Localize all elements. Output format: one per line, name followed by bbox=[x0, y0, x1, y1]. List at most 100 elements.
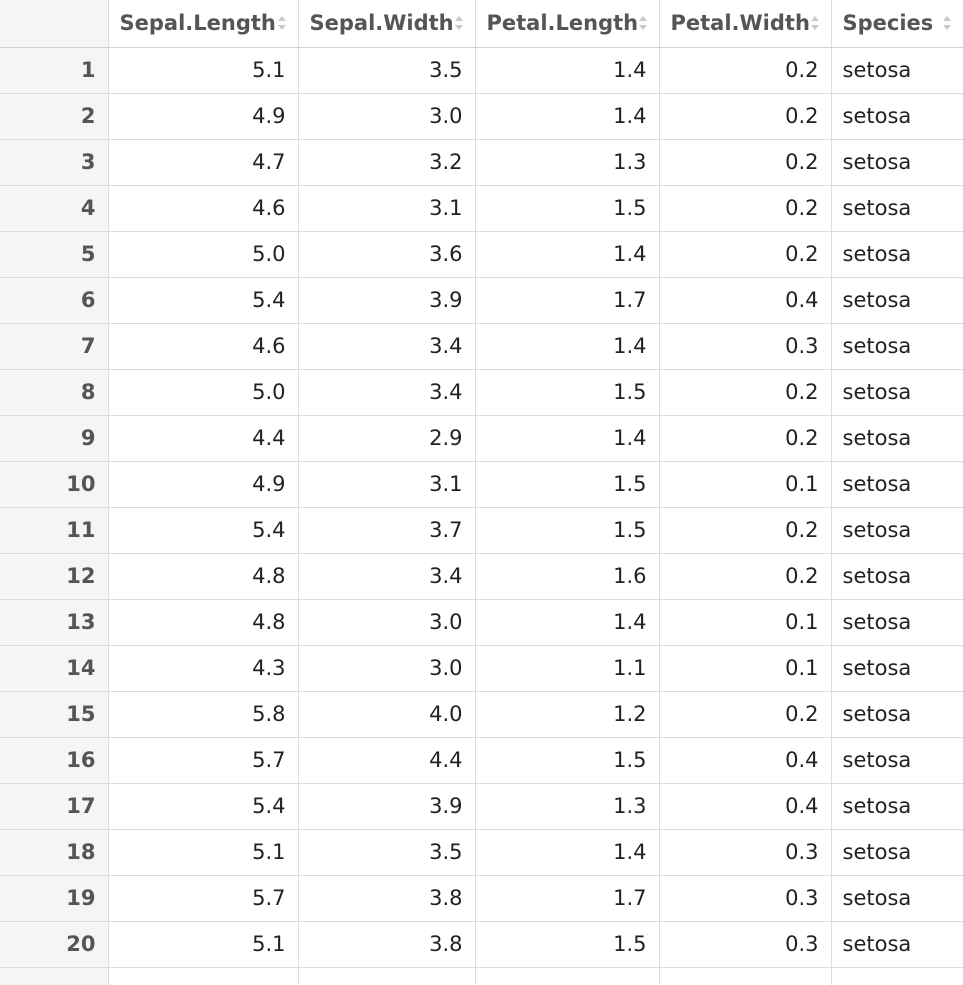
header-row: Sepal.Length Sepal.Width Petal.Length bbox=[0, 0, 963, 48]
cell-sepal-width: 3.9 bbox=[298, 277, 476, 324]
cell-sepal-width: 3.0 bbox=[298, 645, 476, 692]
row-number: 7 bbox=[0, 323, 109, 370]
table-row: 6 5.4 3.9 1.7 0.4 setosa bbox=[0, 277, 963, 324]
table-row-partial bbox=[0, 967, 963, 985]
table-row: 12 4.8 3.4 1.6 0.2 setosa bbox=[0, 553, 963, 600]
cell-sepal-width bbox=[298, 967, 476, 985]
row-number: 8 bbox=[0, 369, 109, 416]
cell-petal-width: 0.2 bbox=[659, 93, 832, 140]
cell-petal-length: 1.1 bbox=[475, 645, 660, 692]
row-number: 4 bbox=[0, 185, 109, 232]
table-row: 13 4.8 3.0 1.4 0.1 setosa bbox=[0, 599, 963, 646]
cell-petal-width: 0.4 bbox=[659, 783, 832, 830]
column-header-label: Petal.Width bbox=[670, 11, 810, 36]
table-row: 9 4.4 2.9 1.4 0.2 setosa bbox=[0, 415, 963, 462]
cell-sepal-length: 5.4 bbox=[108, 277, 299, 324]
cell-sepal-width: 3.6 bbox=[298, 231, 476, 278]
cell-species: setosa bbox=[831, 737, 963, 784]
table-row: 5 5.0 3.6 1.4 0.2 setosa bbox=[0, 231, 963, 278]
cell-species: setosa bbox=[831, 47, 963, 94]
cell-sepal-width: 3.1 bbox=[298, 461, 476, 508]
table-row: 11 5.4 3.7 1.5 0.2 setosa bbox=[0, 507, 963, 554]
column-header-label: Sepal.Length bbox=[119, 11, 276, 36]
cell-sepal-length: 5.1 bbox=[108, 47, 299, 94]
cell-sepal-width: 3.8 bbox=[298, 921, 476, 968]
cell-petal-length: 1.5 bbox=[475, 921, 660, 968]
cell-sepal-width: 3.4 bbox=[298, 323, 476, 370]
cell-petal-length: 1.4 bbox=[475, 599, 660, 646]
row-number: 9 bbox=[0, 415, 109, 462]
cell-species: setosa bbox=[831, 185, 963, 232]
table-row: 7 4.6 3.4 1.4 0.3 setosa bbox=[0, 323, 963, 370]
cell-species bbox=[831, 967, 963, 985]
cell-petal-width: 0.2 bbox=[659, 139, 832, 186]
sort-icon[interactable] bbox=[638, 14, 648, 32]
cell-petal-width: 0.3 bbox=[659, 323, 832, 370]
cell-species: setosa bbox=[831, 323, 963, 370]
cell-petal-length: 1.6 bbox=[475, 553, 660, 600]
cell-sepal-width: 3.1 bbox=[298, 185, 476, 232]
cell-petal-width: 0.1 bbox=[659, 645, 832, 692]
cell-petal-length: 1.7 bbox=[475, 277, 660, 324]
table-row: 1 5.1 3.5 1.4 0.2 setosa bbox=[0, 47, 963, 94]
cell-petal-width: 0.3 bbox=[659, 829, 832, 876]
table-row: 14 4.3 3.0 1.1 0.1 setosa bbox=[0, 645, 963, 692]
cell-sepal-length: 4.8 bbox=[108, 599, 299, 646]
cell-petal-length: 1.5 bbox=[475, 737, 660, 784]
column-header-petal-width[interactable]: Petal.Width bbox=[659, 0, 832, 48]
cell-petal-width: 0.2 bbox=[659, 369, 832, 416]
cell-species: setosa bbox=[831, 921, 963, 968]
cell-species: setosa bbox=[831, 553, 963, 600]
cell-species: setosa bbox=[831, 875, 963, 922]
row-number: 11 bbox=[0, 507, 109, 554]
cell-petal-width: 0.2 bbox=[659, 47, 832, 94]
cell-petal-width: 0.2 bbox=[659, 415, 832, 462]
cell-sepal-width: 4.4 bbox=[298, 737, 476, 784]
cell-sepal-length: 5.0 bbox=[108, 369, 299, 416]
cell-sepal-length: 4.6 bbox=[108, 323, 299, 370]
column-header-label: Species bbox=[842, 11, 934, 36]
row-number bbox=[0, 967, 109, 985]
table-row: 3 4.7 3.2 1.3 0.2 setosa bbox=[0, 139, 963, 186]
cell-sepal-width: 3.4 bbox=[298, 553, 476, 600]
column-header-sepal-length[interactable]: Sepal.Length bbox=[108, 0, 299, 48]
cell-sepal-length: 4.4 bbox=[108, 415, 299, 462]
cell-petal-width: 0.2 bbox=[659, 691, 832, 738]
sort-icon[interactable] bbox=[454, 14, 464, 32]
cell-sepal-length: 4.9 bbox=[108, 93, 299, 140]
row-number: 16 bbox=[0, 737, 109, 784]
cell-sepal-width: 2.9 bbox=[298, 415, 476, 462]
table-row: 10 4.9 3.1 1.5 0.1 setosa bbox=[0, 461, 963, 508]
cell-species: setosa bbox=[831, 93, 963, 140]
cell-sepal-length: 5.1 bbox=[108, 921, 299, 968]
sort-icon[interactable] bbox=[942, 14, 952, 32]
table-row: 15 5.8 4.0 1.2 0.2 setosa bbox=[0, 691, 963, 738]
cell-petal-length: 1.2 bbox=[475, 691, 660, 738]
cell-petal-length: 1.4 bbox=[475, 829, 660, 876]
cell-petal-width: 0.1 bbox=[659, 461, 832, 508]
row-number: 5 bbox=[0, 231, 109, 278]
cell-sepal-width: 3.9 bbox=[298, 783, 476, 830]
column-header-species[interactable]: Species bbox=[831, 0, 963, 48]
column-header-label: Petal.Length bbox=[486, 11, 639, 36]
row-number: 13 bbox=[0, 599, 109, 646]
sort-icon[interactable] bbox=[810, 14, 820, 32]
cell-petal-width: 0.1 bbox=[659, 599, 832, 646]
row-number: 10 bbox=[0, 461, 109, 508]
cell-sepal-length: 4.3 bbox=[108, 645, 299, 692]
column-header-petal-length[interactable]: Petal.Length bbox=[475, 0, 660, 48]
column-header-sepal-width[interactable]: Sepal.Width bbox=[298, 0, 476, 48]
row-number: 6 bbox=[0, 277, 109, 324]
cell-sepal-width: 3.5 bbox=[298, 47, 476, 94]
cell-petal-length: 1.3 bbox=[475, 139, 660, 186]
table-row: 8 5.0 3.4 1.5 0.2 setosa bbox=[0, 369, 963, 416]
sort-icon[interactable] bbox=[277, 14, 287, 32]
cell-petal-width bbox=[659, 967, 832, 985]
row-number-header bbox=[0, 0, 109, 48]
table-row: 4 4.6 3.1 1.5 0.2 setosa bbox=[0, 185, 963, 232]
cell-sepal-width: 3.0 bbox=[298, 93, 476, 140]
cell-petal-length: 1.4 bbox=[475, 231, 660, 278]
cell-petal-length: 1.5 bbox=[475, 369, 660, 416]
